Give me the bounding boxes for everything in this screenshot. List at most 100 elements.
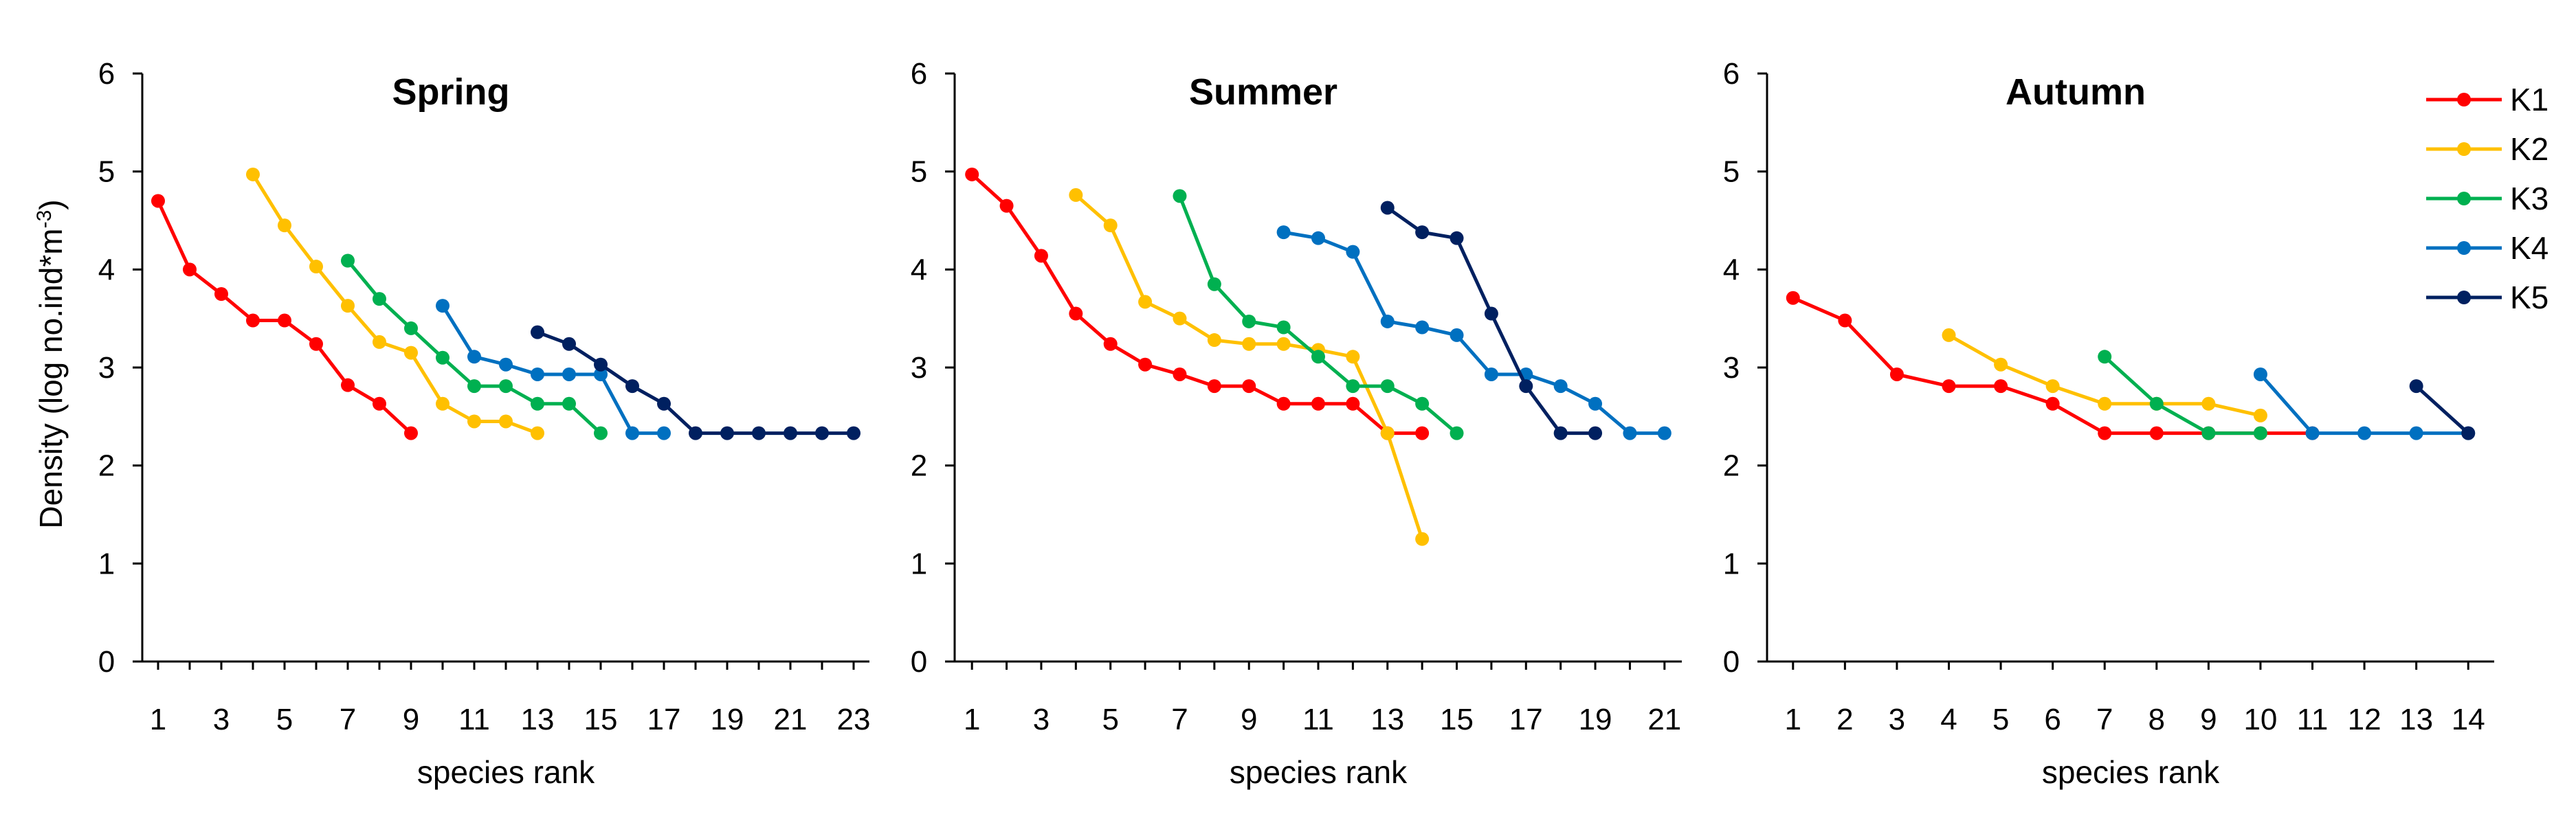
data-point-k5 xyxy=(720,426,734,440)
data-point-k3 xyxy=(1207,277,1221,291)
data-point-k1 xyxy=(2045,396,2060,411)
x-tick-label: 3 xyxy=(1889,703,1905,736)
data-point-k3 xyxy=(1450,426,1464,440)
y-tick-label: 1 xyxy=(98,547,115,580)
y-tick-label: 2 xyxy=(911,449,927,483)
x-tick-label: 11 xyxy=(2297,703,2329,736)
data-point-k4 xyxy=(1553,379,1568,394)
x-tick-label: 5 xyxy=(1992,703,2009,736)
x-tick-label: 1 xyxy=(964,703,980,736)
data-point-k2 xyxy=(1069,188,1083,202)
series-line-k1 xyxy=(970,173,1423,436)
legend-marker-k1 xyxy=(2457,93,2471,106)
y-tick-label: 3 xyxy=(911,351,927,385)
x-tick-label: 19 xyxy=(1579,703,1612,736)
y-tick-label: 3 xyxy=(1723,351,1740,385)
data-point-k1 xyxy=(1346,396,1360,411)
data-point-k3 xyxy=(1173,189,1187,203)
x-tick-label: 4 xyxy=(1940,703,1957,736)
y-tick-label: 6 xyxy=(98,57,115,91)
x-tick-label: 3 xyxy=(213,703,230,736)
x-tick-label: 3 xyxy=(1033,703,1050,736)
series-line-k2 xyxy=(251,173,538,435)
data-point-k1 xyxy=(1994,379,2008,394)
data-point-k5 xyxy=(847,426,860,440)
data-point-k2 xyxy=(246,167,260,181)
data-point-k1 xyxy=(2149,426,2164,440)
data-point-k2 xyxy=(1994,357,2008,372)
x-tick-label: 6 xyxy=(2044,703,2061,736)
data-point-k4 xyxy=(1380,314,1395,328)
data-point-k4 xyxy=(2305,426,2320,440)
data-point-k1 xyxy=(1786,291,1800,305)
data-point-k5 xyxy=(1484,306,1498,321)
data-point-k5 xyxy=(625,379,639,394)
x-tick-label: 9 xyxy=(403,703,419,736)
data-point-k3 xyxy=(1415,396,1430,411)
data-point-k4 xyxy=(2409,426,2423,440)
data-point-k2 xyxy=(1103,218,1118,233)
data-point-k5 xyxy=(1553,426,1568,440)
data-point-k4 xyxy=(531,367,544,381)
data-point-k3 xyxy=(562,396,576,411)
data-point-k2 xyxy=(2253,408,2267,422)
data-point-k2 xyxy=(1138,295,1153,309)
data-point-k1 xyxy=(1311,396,1325,411)
series-line-k3 xyxy=(2103,355,2261,436)
x-tick-label: 7 xyxy=(2096,703,2113,736)
data-point-k2 xyxy=(2201,396,2216,411)
data-point-k3 xyxy=(1311,350,1325,364)
legend: K1 K2 K3 K4 K5 xyxy=(2426,82,2549,315)
data-point-k1 xyxy=(278,313,291,328)
legend-label-k4: K4 xyxy=(2510,230,2549,266)
data-point-k3 xyxy=(499,379,513,394)
legend-marker-k2 xyxy=(2457,142,2471,156)
data-point-k2 xyxy=(404,346,418,360)
data-point-k2 xyxy=(1207,333,1221,348)
data-point-k2 xyxy=(309,260,323,274)
x-tick-label: 11 xyxy=(1302,703,1334,736)
x-tick-label: 17 xyxy=(1509,703,1543,736)
data-point-k4 xyxy=(562,367,576,381)
y-tick-label: 6 xyxy=(911,57,927,91)
data-point-k1 xyxy=(1207,379,1221,394)
y-tick-label: 0 xyxy=(1723,645,1740,679)
data-point-k4 xyxy=(657,426,671,440)
data-point-k1 xyxy=(1103,337,1118,351)
x-axis-label: species rank xyxy=(1230,754,1408,790)
data-point-k3 xyxy=(1380,379,1395,394)
legend-marker-k4 xyxy=(2457,241,2471,255)
data-point-k2 xyxy=(1276,337,1291,351)
data-point-k3 xyxy=(1242,314,1256,328)
legend-label-k5: K5 xyxy=(2510,280,2549,315)
x-tick-label: 1 xyxy=(150,703,166,736)
data-point-k1 xyxy=(341,378,355,392)
data-point-k2 xyxy=(2098,396,2112,411)
data-point-k5 xyxy=(1588,426,1603,440)
data-point-k1 xyxy=(1069,306,1083,321)
data-point-k5 xyxy=(815,426,829,440)
x-tick-label: 15 xyxy=(1440,703,1474,736)
data-point-k1 xyxy=(1173,367,1187,381)
data-point-k4 xyxy=(1276,225,1291,240)
x-tick-label: 8 xyxy=(2148,703,2165,736)
legend-marker-k3 xyxy=(2457,192,2471,205)
y-tick-label: 5 xyxy=(1723,155,1740,189)
x-tick-label: 5 xyxy=(1102,703,1118,736)
data-point-k4 xyxy=(467,350,481,364)
legend-label-k1: K1 xyxy=(2510,82,2549,117)
data-point-k2 xyxy=(373,335,386,349)
data-point-k1 xyxy=(404,426,418,440)
x-axis-label: species rank xyxy=(417,754,595,790)
data-point-k4 xyxy=(1311,231,1325,245)
series-line-k4 xyxy=(441,304,664,436)
data-point-k1 xyxy=(2098,426,2112,440)
data-point-k3 xyxy=(1346,379,1360,394)
data-point-k2 xyxy=(1380,426,1395,440)
x-tick-label: 17 xyxy=(647,703,681,736)
data-point-k1 xyxy=(1942,379,1956,394)
data-point-k5 xyxy=(1380,201,1395,215)
data-point-k5 xyxy=(657,396,671,411)
